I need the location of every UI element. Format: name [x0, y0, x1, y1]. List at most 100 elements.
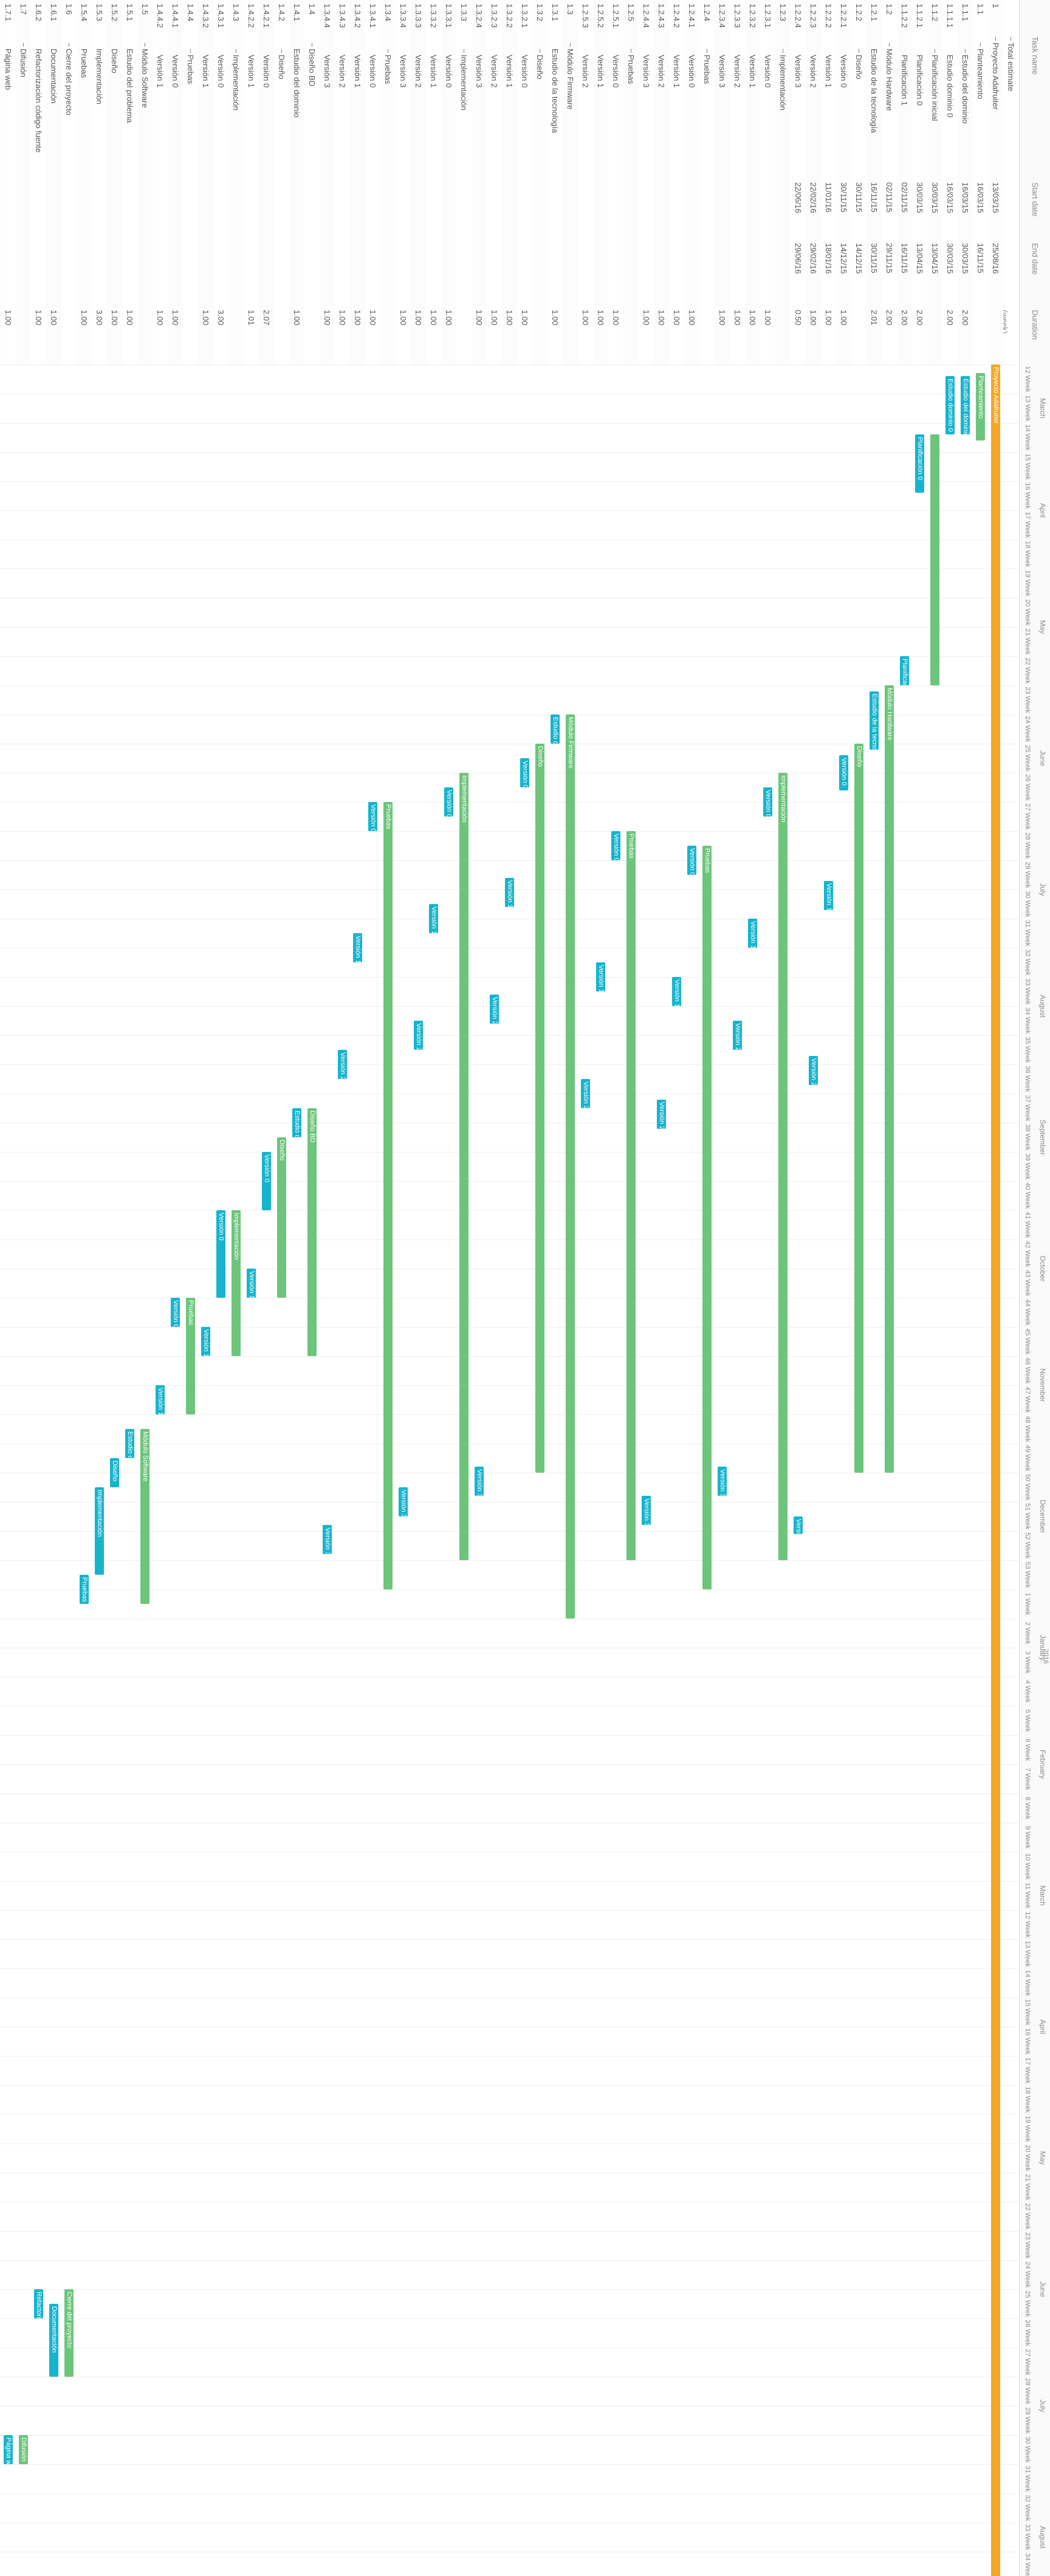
task-bar[interactable]: Versión 1 — [247, 1269, 256, 1298]
task-row[interactable]: 1.5.1 Estudio del problema 1.00 — [122, 0, 137, 365]
summary-bar[interactable]: Implementación — [459, 773, 468, 1560]
task-bar[interactable]: Estudio de la tecnología — [870, 691, 879, 750]
task-row[interactable]: 1.4.4.1 Versión 0 1.00 — [168, 0, 183, 365]
summary-bar[interactable]: Módulo Hardware — [885, 685, 894, 1473]
project-bar[interactable]: Proyecto Adafruiter — [991, 365, 1000, 2576]
task-bar[interactable]: Versión 1 — [505, 877, 514, 907]
collapse-toggle-icon[interactable]: − — [140, 43, 149, 47]
task-row[interactable]: 1.5.4 Pruebas 1.00 — [77, 0, 92, 365]
task-row[interactable]: 1.2.2.4 Versión 3 22/06/16 29/06/16 0.50 — [791, 0, 806, 365]
task-row[interactable]: 1 − Proyecto Adafruiter 13/03/15 25/08/16 — [988, 0, 1003, 365]
task-row[interactable]: 1.2.5.2 Versión 1 1.00 — [593, 0, 608, 365]
task-bar[interactable]: Versión 2 — [338, 1050, 347, 1079]
task-row[interactable]: 1.3.4.3 Versión 2 1.00 — [335, 0, 350, 365]
task-row[interactable]: 1.6.2 Refactorización código fuente 1.00 — [31, 0, 46, 365]
task-row[interactable]: 1.4.2.1 Versión 0 2.07 — [259, 0, 274, 365]
task-row[interactable]: 1.5 − Módulo Software — [137, 0, 153, 365]
task-bar[interactable]: Refactorización código fuente — [34, 2289, 43, 2318]
summary-bar[interactable]: Difusión — [19, 2435, 28, 2464]
task-row[interactable]: 1.2.2.3 Versión 2 22/02/16 29/02/16 1.00 — [806, 0, 821, 365]
task-bar[interactable]: Versión 0 — [763, 787, 772, 817]
collapse-toggle-icon[interactable]: − — [930, 49, 939, 53]
task-bar[interactable]: Versión 1 — [596, 962, 605, 992]
task-row[interactable]: 1.3.4 − Pruebas — [380, 0, 396, 365]
task-row[interactable]: − Total estimate — [1003, 0, 1018, 365]
task-bar[interactable]: Versión 0 — [687, 846, 696, 875]
task-bar[interactable]: Versión 3 — [399, 1487, 408, 1516]
task-row[interactable]: 1.3.4.2 Versión 1 1.00 — [350, 0, 365, 365]
task-bar[interactable]: Planificación 1 — [900, 656, 909, 685]
task-row[interactable]: 1.3.2.4 Versión 3 1.00 — [472, 0, 487, 365]
summary-bar[interactable]: Módulo Software — [140, 1429, 149, 1604]
summary-bar[interactable]: Diseño — [854, 744, 863, 1473]
task-bar[interactable]: Versión 1 — [429, 904, 438, 933]
task-bar[interactable]: Versión 0 — [520, 758, 529, 787]
task-bar[interactable]: Implementación — [95, 1487, 104, 1575]
task-row[interactable]: 1.2.4.2 Versión 1 1.00 — [669, 0, 684, 365]
task-bar[interactable]: Versión 2 — [490, 994, 499, 1024]
collapse-toggle-icon[interactable]: − — [277, 49, 286, 53]
task-row[interactable]: 1.3.3.3 Versión 2 1.00 — [411, 0, 426, 365]
task-bar[interactable]: Versión 1 — [824, 880, 833, 910]
task-bar[interactable]: Documentación — [49, 2304, 58, 2377]
task-bar[interactable]: Versión 1 — [672, 977, 681, 1006]
task-row[interactable]: 1.2.2.2 Versión 1 11/01/16 18/01/16 1.00 — [821, 0, 836, 365]
task-row[interactable]: 1.6 − Cierre del proyecto — [61, 0, 77, 365]
task-bar[interactable]: Versión 2 — [809, 1055, 818, 1085]
task-bar[interactable]: Versión 1 — [748, 919, 757, 948]
task-row[interactable]: 1.3.2.2 Versión 1 1.00 — [502, 0, 517, 365]
task-bar[interactable]: Estudio dominio 0 — [945, 376, 955, 435]
summary-bar[interactable]: Pruebas — [702, 846, 712, 1589]
task-row[interactable]: 1.3.2.3 Versión 2 1.00 — [487, 0, 502, 365]
task-row[interactable]: 1.3.3.1 Versión 0 1.00 — [441, 0, 456, 365]
task-row[interactable]: 1.1.2.1 Planificación 0 30/03/15 13/04/15 2.… — [912, 0, 927, 365]
task-row[interactable]: 1.4.3.2 Versión 1 1.00 — [198, 0, 213, 365]
task-bar[interactable]: Versión 1 — [353, 933, 362, 962]
collapse-toggle-icon[interactable]: − — [1006, 36, 1015, 41]
summary-bar[interactable]: Diseño BD — [307, 1108, 317, 1356]
task-row[interactable]: 1.3.1 Estudio de la tecnología 1.00 — [547, 0, 563, 365]
task-row[interactable]: 1.2.4.1 Versión 0 1.00 — [684, 0, 699, 365]
summary-bar[interactable]: Implementación — [232, 1210, 241, 1356]
task-row[interactable]: 1.2.3.1 Versión 0 1.00 — [760, 0, 775, 365]
task-row[interactable]: 1.2.5 − Pruebas — [623, 0, 639, 365]
task-row[interactable]: 1.4.4.2 Versión 1 1.00 — [153, 0, 168, 365]
task-row[interactable]: 1.8−Feedback — [0, 0, 1, 365]
collapse-toggle-icon[interactable]: − — [778, 49, 787, 53]
task-row[interactable]: 1.5.3 Implementación 3.00 — [92, 0, 107, 365]
collapse-toggle-icon[interactable]: − — [0, 43, 1, 49]
task-row[interactable]: 1.4 − Diseño BD — [304, 0, 320, 365]
task-row[interactable]: 1.7.1 Página web 1.00 — [1, 0, 16, 365]
task-bar[interactable]: Estudio del dominio — [292, 1108, 301, 1137]
task-row[interactable]: 1.2.3.2 Versión 1 1.00 — [745, 0, 760, 365]
task-row[interactable]: 1.5.2 Diseño 1.00 — [107, 0, 122, 365]
collapse-toggle-icon[interactable]: − — [566, 43, 575, 47]
task-bar[interactable]: Versión 0 — [611, 831, 620, 860]
task-bar[interactable]: Versión 2 — [581, 1079, 590, 1108]
collapse-toggle-icon[interactable]: − — [19, 43, 28, 47]
task-row[interactable]: 1.4.2.2 Versión 1 1.01 — [244, 0, 259, 365]
summary-bar[interactable]: Implementación — [778, 773, 787, 1560]
task-bar[interactable]: Versión 3 — [642, 1496, 651, 1526]
collapse-toggle-icon[interactable]: − — [961, 49, 970, 53]
task-row[interactable]: 1.2.3.3 Versión 2 1.00 — [730, 0, 745, 365]
task-row[interactable]: 1.1.2 − Planificación inicial 30/03/15 13/04… — [927, 0, 942, 365]
collapse-toggle-icon[interactable]: − — [854, 49, 863, 53]
task-row[interactable]: 1.1 − Planteamiento 16/03/15 16/11/15 — [973, 0, 988, 365]
task-row[interactable]: 1.2.4.4 Versión 3 1.00 — [639, 0, 654, 365]
summary-bar[interactable]: Pruebas — [626, 831, 636, 1560]
collapse-toggle-icon[interactable]: − — [885, 43, 894, 47]
task-bar[interactable]: Diseño — [110, 1458, 119, 1487]
collapse-toggle-icon[interactable]: − — [626, 49, 636, 53]
collapse-toggle-icon[interactable]: − — [232, 49, 241, 53]
task-bar[interactable]: Versión 2 — [733, 1021, 742, 1050]
task-bar[interactable]: Planificación 0 — [915, 434, 924, 493]
task-bar[interactable]: Versión 1 — [201, 1327, 210, 1356]
task-bar[interactable]: Versión 0 — [839, 755, 848, 790]
header-duration[interactable]: Duration (week) — [1000, 310, 1040, 340]
task-row[interactable]: 1.3.4.4 Versión 3 1.00 — [320, 0, 335, 365]
task-bar[interactable]: Versión 3 — [794, 1516, 803, 1534]
summary-bar[interactable]: Módulo Firmware — [566, 714, 575, 1619]
collapse-toggle-icon[interactable]: − — [459, 49, 468, 53]
task-bar[interactable]: Versión 0 — [216, 1210, 225, 1298]
